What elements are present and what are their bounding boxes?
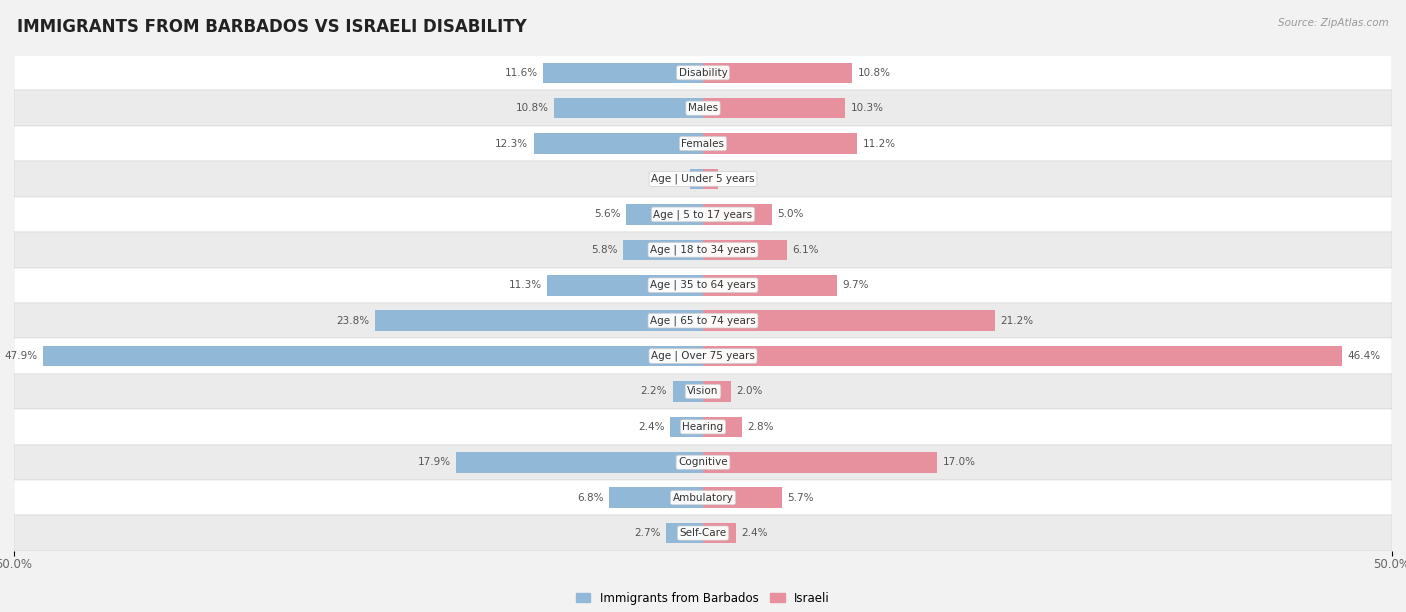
Text: 9.7%: 9.7% bbox=[842, 280, 869, 290]
Text: 10.3%: 10.3% bbox=[851, 103, 883, 113]
Text: 2.0%: 2.0% bbox=[737, 386, 762, 397]
FancyBboxPatch shape bbox=[543, 62, 703, 83]
FancyBboxPatch shape bbox=[703, 204, 772, 225]
FancyBboxPatch shape bbox=[14, 55, 1392, 91]
FancyBboxPatch shape bbox=[703, 417, 741, 437]
Text: 1.1%: 1.1% bbox=[724, 174, 751, 184]
Text: 23.8%: 23.8% bbox=[336, 316, 370, 326]
FancyBboxPatch shape bbox=[14, 374, 1392, 409]
FancyBboxPatch shape bbox=[533, 133, 703, 154]
Text: 21.2%: 21.2% bbox=[1001, 316, 1033, 326]
FancyBboxPatch shape bbox=[14, 338, 1392, 374]
FancyBboxPatch shape bbox=[703, 487, 782, 508]
Text: Age | 65 to 74 years: Age | 65 to 74 years bbox=[650, 315, 756, 326]
Text: Age | 35 to 64 years: Age | 35 to 64 years bbox=[650, 280, 756, 291]
Text: 2.4%: 2.4% bbox=[638, 422, 665, 432]
FancyBboxPatch shape bbox=[375, 310, 703, 331]
FancyBboxPatch shape bbox=[14, 232, 1392, 267]
Text: 6.1%: 6.1% bbox=[793, 245, 820, 255]
FancyBboxPatch shape bbox=[14, 480, 1392, 515]
FancyBboxPatch shape bbox=[703, 98, 845, 119]
Text: 10.8%: 10.8% bbox=[516, 103, 548, 113]
Text: Vision: Vision bbox=[688, 386, 718, 397]
Text: Source: ZipAtlas.com: Source: ZipAtlas.com bbox=[1278, 18, 1389, 28]
Text: 2.2%: 2.2% bbox=[641, 386, 668, 397]
FancyBboxPatch shape bbox=[703, 381, 731, 401]
FancyBboxPatch shape bbox=[689, 169, 703, 189]
FancyBboxPatch shape bbox=[14, 196, 1392, 232]
FancyBboxPatch shape bbox=[14, 409, 1392, 444]
Text: 5.6%: 5.6% bbox=[593, 209, 620, 220]
FancyBboxPatch shape bbox=[14, 91, 1392, 126]
FancyBboxPatch shape bbox=[703, 62, 852, 83]
Text: Self-Care: Self-Care bbox=[679, 528, 727, 538]
FancyBboxPatch shape bbox=[703, 133, 858, 154]
FancyBboxPatch shape bbox=[669, 417, 703, 437]
FancyBboxPatch shape bbox=[14, 162, 1392, 196]
FancyBboxPatch shape bbox=[547, 275, 703, 296]
FancyBboxPatch shape bbox=[44, 346, 703, 367]
Text: 6.8%: 6.8% bbox=[578, 493, 603, 502]
Text: Age | Under 5 years: Age | Under 5 years bbox=[651, 174, 755, 184]
Text: 5.0%: 5.0% bbox=[778, 209, 804, 220]
Text: Age | Over 75 years: Age | Over 75 years bbox=[651, 351, 755, 361]
Text: Disability: Disability bbox=[679, 68, 727, 78]
FancyBboxPatch shape bbox=[457, 452, 703, 472]
Text: Ambulatory: Ambulatory bbox=[672, 493, 734, 502]
FancyBboxPatch shape bbox=[609, 487, 703, 508]
Legend: Immigrants from Barbados, Israeli: Immigrants from Barbados, Israeli bbox=[571, 587, 835, 610]
FancyBboxPatch shape bbox=[703, 239, 787, 260]
Text: 10.8%: 10.8% bbox=[858, 68, 890, 78]
Text: IMMIGRANTS FROM BARBADOS VS ISRAELI DISABILITY: IMMIGRANTS FROM BARBADOS VS ISRAELI DISA… bbox=[17, 18, 527, 36]
Text: Age | 18 to 34 years: Age | 18 to 34 years bbox=[650, 245, 756, 255]
Text: 46.4%: 46.4% bbox=[1348, 351, 1381, 361]
FancyBboxPatch shape bbox=[14, 303, 1392, 338]
Text: 12.3%: 12.3% bbox=[495, 138, 529, 149]
FancyBboxPatch shape bbox=[703, 310, 995, 331]
FancyBboxPatch shape bbox=[623, 239, 703, 260]
FancyBboxPatch shape bbox=[14, 515, 1392, 551]
Text: Hearing: Hearing bbox=[682, 422, 724, 432]
Text: 17.0%: 17.0% bbox=[943, 457, 976, 468]
Text: 11.6%: 11.6% bbox=[505, 68, 537, 78]
Text: 5.7%: 5.7% bbox=[787, 493, 814, 502]
Text: Cognitive: Cognitive bbox=[678, 457, 728, 468]
Text: Males: Males bbox=[688, 103, 718, 113]
FancyBboxPatch shape bbox=[703, 346, 1343, 367]
FancyBboxPatch shape bbox=[703, 169, 718, 189]
FancyBboxPatch shape bbox=[703, 452, 938, 472]
Text: 2.8%: 2.8% bbox=[747, 422, 773, 432]
FancyBboxPatch shape bbox=[666, 523, 703, 543]
Text: 2.7%: 2.7% bbox=[634, 528, 661, 538]
FancyBboxPatch shape bbox=[703, 275, 837, 296]
Text: Age | 5 to 17 years: Age | 5 to 17 years bbox=[654, 209, 752, 220]
Text: 11.2%: 11.2% bbox=[863, 138, 896, 149]
FancyBboxPatch shape bbox=[554, 98, 703, 119]
Text: Females: Females bbox=[682, 138, 724, 149]
FancyBboxPatch shape bbox=[14, 444, 1392, 480]
Text: 17.9%: 17.9% bbox=[418, 457, 451, 468]
Text: 5.8%: 5.8% bbox=[591, 245, 617, 255]
FancyBboxPatch shape bbox=[14, 267, 1392, 303]
FancyBboxPatch shape bbox=[14, 126, 1392, 162]
Text: 2.4%: 2.4% bbox=[741, 528, 768, 538]
Text: 0.97%: 0.97% bbox=[651, 174, 685, 184]
FancyBboxPatch shape bbox=[626, 204, 703, 225]
Text: 47.9%: 47.9% bbox=[4, 351, 38, 361]
Text: 11.3%: 11.3% bbox=[509, 280, 541, 290]
FancyBboxPatch shape bbox=[672, 381, 703, 401]
FancyBboxPatch shape bbox=[703, 523, 737, 543]
